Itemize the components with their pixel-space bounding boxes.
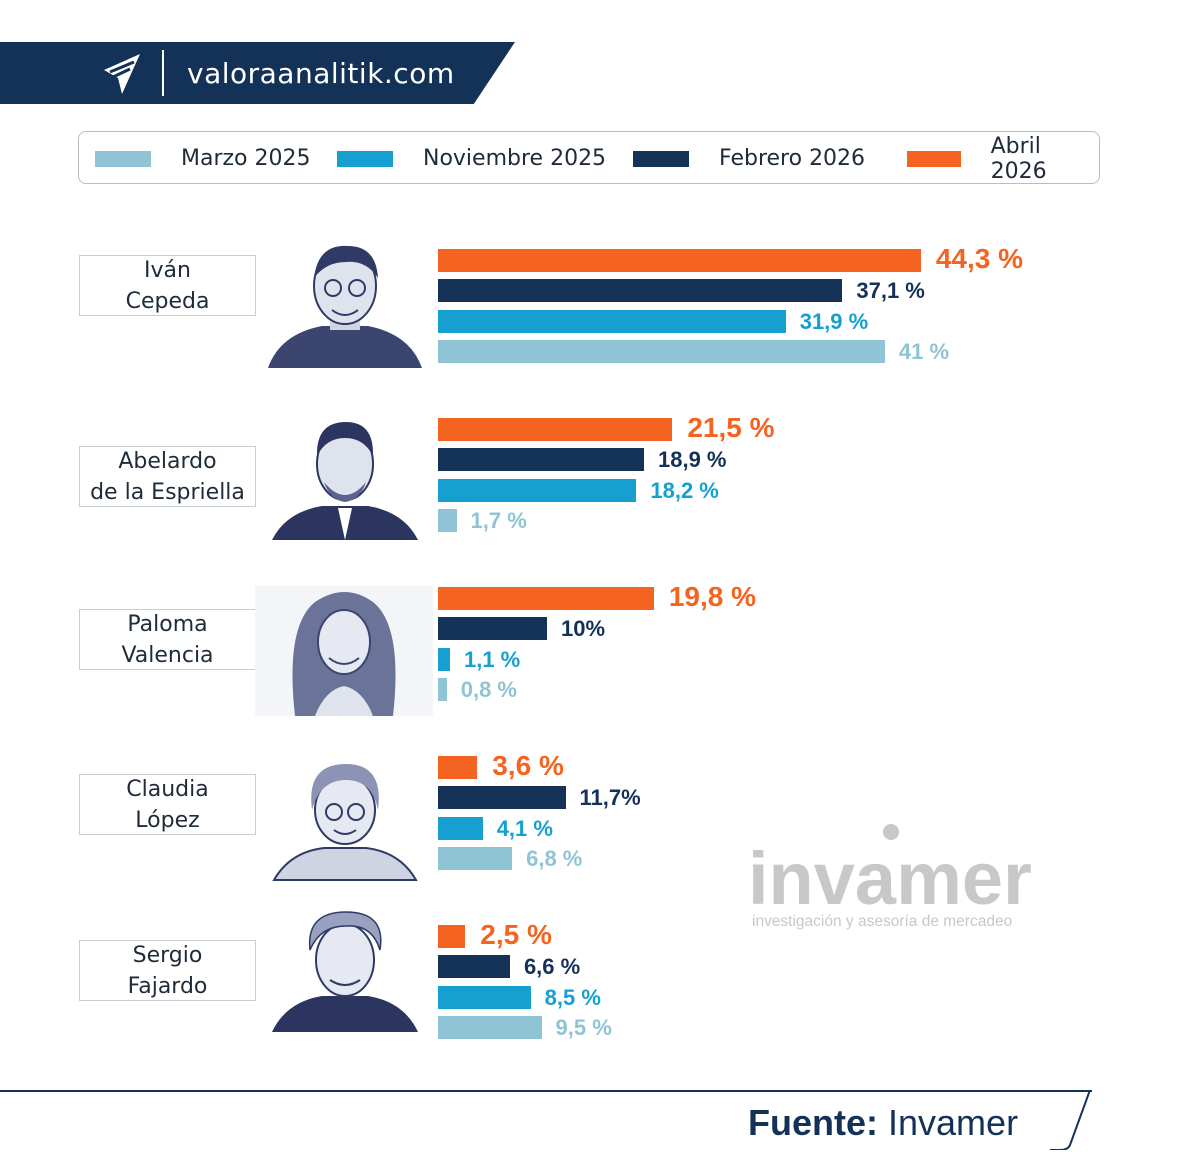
legend-swatch bbox=[337, 150, 393, 167]
portrait-lopez-image bbox=[272, 764, 418, 881]
invamer-watermark: invamer investigación y asesoría de merc… bbox=[748, 824, 1032, 930]
portrait-fajardo-image bbox=[272, 911, 418, 1032]
bar-febrero-2026 bbox=[438, 617, 547, 640]
legend-swatch bbox=[95, 150, 151, 167]
legend-label: Febrero 2026 bbox=[719, 146, 866, 171]
bar-value-label: 3,6 % bbox=[492, 750, 564, 781]
portrait-espriella-image bbox=[272, 422, 418, 540]
candidate-second-line: Fajardo bbox=[127, 973, 208, 999]
watermark-tagline: investigación y asesoría de mercadeo bbox=[752, 913, 1012, 930]
candidate-first-line: Paloma bbox=[127, 611, 208, 637]
bar-value-label: 21,5 % bbox=[687, 412, 775, 443]
bar-value-label: 2,5 % bbox=[480, 919, 552, 950]
candidate-first-line: Claudia bbox=[126, 776, 209, 802]
bar-value-label: 10% bbox=[561, 616, 606, 641]
bar-value-label: 4,1 % bbox=[496, 816, 553, 841]
bar-noviembre-2025 bbox=[438, 310, 786, 333]
bar-value-label: 9,5 % bbox=[555, 1015, 612, 1040]
bar-noviembre-2025 bbox=[438, 817, 483, 840]
portrait-cepeda-image bbox=[268, 245, 422, 368]
source-value: Invamer bbox=[888, 1102, 1019, 1143]
bar-noviembre-2025 bbox=[438, 986, 531, 1009]
bar-marzo-2025 bbox=[438, 1016, 542, 1039]
bar-abril-2026 bbox=[438, 249, 921, 272]
legend-label: Marzo 2025 bbox=[181, 146, 311, 171]
candidate-second-line: Cepeda bbox=[125, 288, 210, 314]
bar-value-label: 0,8 % bbox=[460, 677, 517, 702]
candidate-name-cepeda: Iván Cepeda bbox=[79, 255, 256, 316]
bar-value-label: 1,1 % bbox=[463, 647, 521, 672]
bar-abril-2026 bbox=[438, 756, 478, 779]
bar-value-label: 6,6 % bbox=[523, 954, 581, 979]
candidate-name-valencia: Paloma Valencia bbox=[79, 609, 256, 670]
bar-value-label: 41 % bbox=[898, 339, 950, 364]
candidate-name-lopez: Claudia López bbox=[79, 774, 256, 835]
bar-marzo-2025 bbox=[438, 678, 447, 701]
bar-marzo-2025 bbox=[438, 847, 513, 870]
bar-value-label: 8,5 % bbox=[544, 985, 601, 1010]
candidate-first-line: Sergio bbox=[132, 942, 203, 968]
bar-abril-2026 bbox=[438, 587, 654, 610]
bar-value-label: 18,9 % bbox=[658, 447, 727, 472]
bar-noviembre-2025 bbox=[438, 648, 450, 671]
header-divider bbox=[162, 50, 164, 96]
candidate-second-line: de la Espriella bbox=[90, 479, 245, 505]
candidate-name-espriella: Abelardo de la Espriella bbox=[79, 446, 256, 507]
bar-marzo-2025 bbox=[438, 340, 885, 363]
bar-abril-2026 bbox=[438, 418, 673, 441]
legend-item-marzo-2025: Marzo 2025 bbox=[95, 132, 311, 185]
site-name[interactable]: valoraanalitik.com bbox=[187, 57, 455, 90]
watermark-brand: invamer bbox=[748, 837, 1032, 920]
legend-item-febrero-2026: Febrero 2026 bbox=[633, 132, 865, 185]
source-key: Fuente: bbox=[748, 1102, 878, 1143]
legend-item-abril-2026: Abril 2026 bbox=[907, 132, 1099, 185]
bar-febrero-2026 bbox=[438, 955, 510, 978]
bar-febrero-2026 bbox=[438, 448, 644, 471]
header-banner bbox=[0, 42, 515, 104]
source-credit: Fuente: Invamer bbox=[748, 1102, 1018, 1144]
legend-item-noviembre-2025: Noviembre 2025 bbox=[337, 132, 606, 185]
bar-value-label: 31,9 % bbox=[799, 309, 869, 334]
candidate-second-line: López bbox=[135, 807, 200, 833]
valora-logo-icon bbox=[104, 54, 140, 94]
legend-swatch bbox=[907, 150, 961, 167]
bar-value-label: 6,8 % bbox=[526, 846, 583, 871]
legend-label: Abril 2026 bbox=[990, 133, 1047, 184]
candidate-first-line: Iván bbox=[144, 257, 191, 283]
footer-corner bbox=[1050, 1090, 1091, 1150]
candidate-name-fajardo: Sergio Fajardo bbox=[79, 940, 256, 1001]
bar-marzo-2025 bbox=[438, 509, 457, 532]
bar-value-label: 1,7 % bbox=[470, 508, 527, 533]
bar-value-label: 11,7% bbox=[579, 785, 641, 810]
candidate-first-line: Abelardo bbox=[118, 448, 217, 474]
legend-label: Noviembre 2025 bbox=[423, 146, 607, 171]
bar-abril-2026 bbox=[438, 925, 466, 948]
legend-swatch bbox=[633, 150, 689, 167]
bar-value-label: 18,2 % bbox=[650, 478, 719, 503]
bar-febrero-2026 bbox=[438, 786, 566, 809]
footer-rule bbox=[0, 1090, 1092, 1092]
bar-value-label: 19,8 % bbox=[668, 581, 756, 612]
chart-legend: Marzo 2025 Noviembre 2025 Febrero 2026 A… bbox=[78, 131, 1100, 184]
candidate-second-line: Valencia bbox=[121, 642, 214, 668]
bar-febrero-2026 bbox=[438, 279, 843, 302]
portrait-valencia-image bbox=[255, 586, 433, 716]
bar-value-label: 37,1 % bbox=[856, 278, 925, 303]
bar-noviembre-2025 bbox=[438, 479, 637, 502]
bar-value-label: 44,3 % bbox=[935, 243, 1024, 274]
